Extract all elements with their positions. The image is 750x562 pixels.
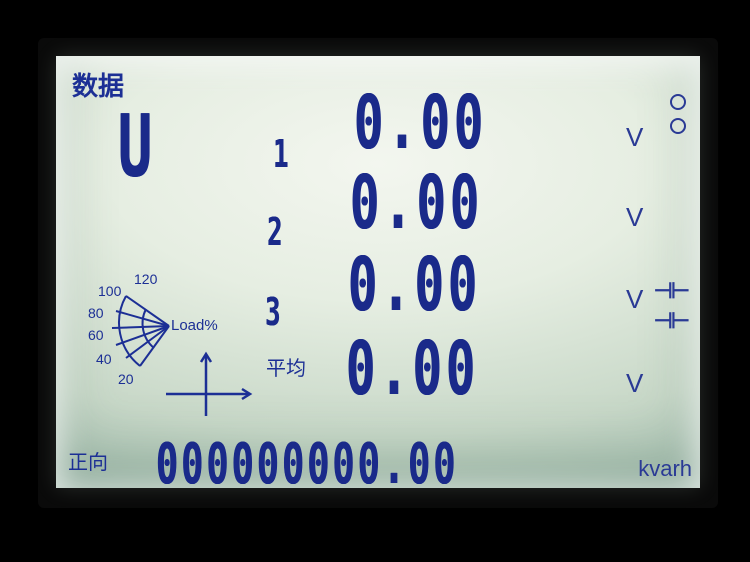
load-center-label: Load% [171, 317, 218, 334]
load-gauge: Load% 120 100 80 60 40 20 [66, 236, 276, 436]
mode-label: 数据 [72, 66, 124, 103]
accumulator-value: 000000000.00 [156, 432, 459, 497]
status-indicator-1 [670, 94, 686, 110]
svg-text:120: 120 [134, 271, 158, 287]
accumulator-unit: kvarh [638, 456, 692, 482]
row4-unit: V [626, 368, 643, 399]
svg-text:40: 40 [96, 351, 112, 367]
row1-value: 0.00 [354, 90, 487, 157]
row4-value: 0.00 [346, 336, 479, 403]
lcd-screen: 数据 U 1 0.00 V 2 0.00 V 3 0.00 V 平均 0.00 … [56, 56, 700, 488]
row2-unit: V [626, 202, 643, 233]
svg-text:20: 20 [118, 371, 134, 387]
phase-indicator-1: ⊣⊢ [654, 278, 688, 304]
phase-indicator-2: ⊣⊢ [654, 308, 688, 334]
parameter-symbol: U [118, 104, 157, 190]
svg-text:100: 100 [98, 283, 122, 299]
row2-value: 0.00 [350, 170, 483, 237]
row1-index: 1 [264, 132, 290, 176]
svg-text:60: 60 [88, 327, 104, 343]
status-indicator-2 [670, 118, 686, 134]
direction-label: 正向 [68, 446, 108, 475]
row3-unit: V [626, 284, 643, 315]
svg-text:80: 80 [88, 305, 104, 321]
row1-unit: V [626, 122, 643, 153]
row3-value: 0.00 [348, 252, 481, 319]
